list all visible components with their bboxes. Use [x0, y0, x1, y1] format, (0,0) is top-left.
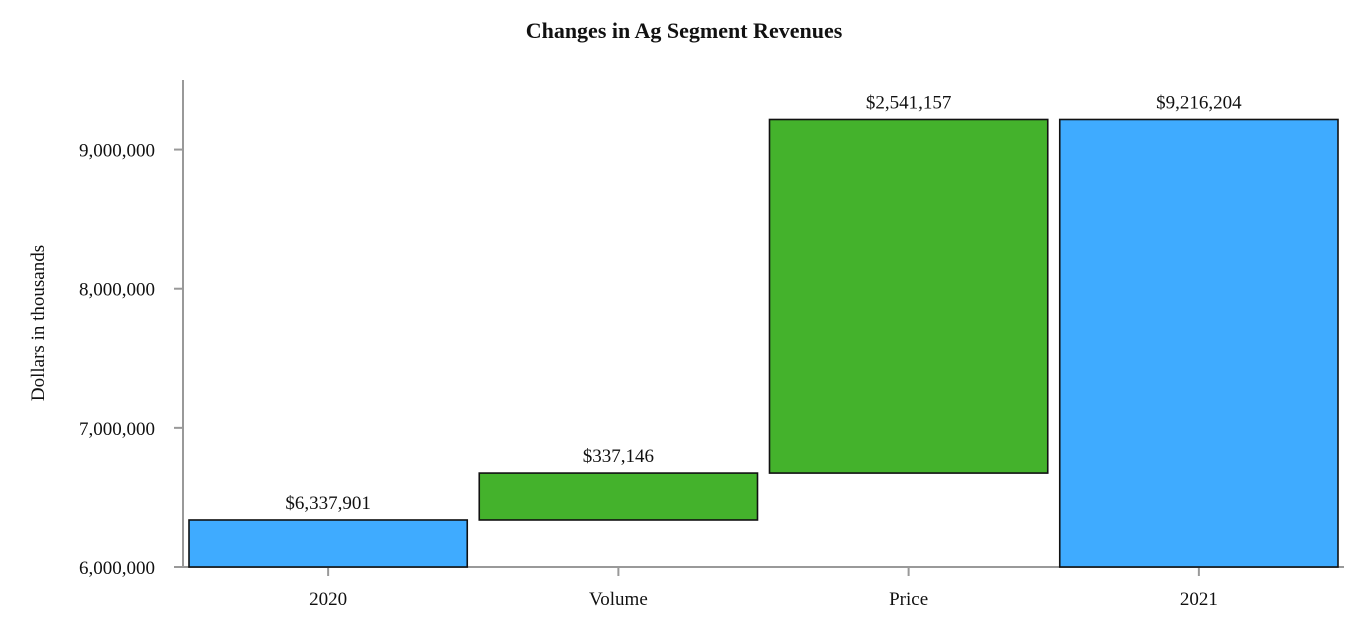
bar-volume	[478, 472, 759, 521]
x-tick-label: Volume	[589, 589, 648, 610]
y-tick-label: 9,000,000	[79, 141, 155, 162]
x-tick-label: 2021	[1180, 589, 1218, 610]
x-axis: 2020 Volume Price 2021	[174, 566, 1344, 610]
bar-2021	[1058, 118, 1339, 568]
y-axis-label: Dollars in thousands	[28, 245, 49, 401]
bar-price	[768, 118, 1049, 474]
y-axis: 6,000,000 7,000,000 8,000,000 9,000,000	[79, 80, 184, 579]
data-label-price: $2,541,157	[866, 92, 952, 113]
data-label-volume: $337,146	[583, 446, 654, 467]
x-tick-label: Price	[889, 589, 928, 610]
data-label-2021: $9,216,204	[1156, 92, 1242, 113]
chart-title: Changes in Ag Segment Revenues	[526, 18, 843, 43]
data-label-2020: $6,337,901	[285, 493, 371, 514]
y-tick-label: 8,000,000	[79, 280, 155, 301]
y-tick-label: 6,000,000	[79, 558, 155, 579]
bar-2020	[188, 519, 469, 568]
x-tick-label: 2020	[309, 589, 347, 610]
data-labels-group: $6,337,901 $337,146 $2,541,157 $9,216,204	[285, 92, 1242, 513]
y-tick-label: 7,000,000	[79, 419, 155, 440]
bars-group	[188, 118, 1339, 568]
